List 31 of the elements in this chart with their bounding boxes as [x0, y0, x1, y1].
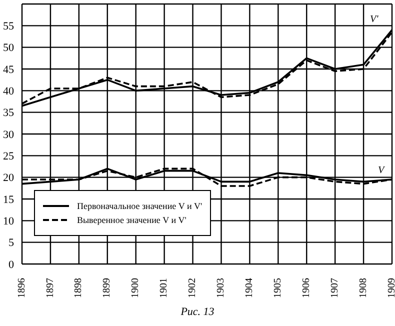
- y-tick-label: 0: [8, 258, 14, 271]
- y-tick-label: 30: [3, 128, 14, 141]
- x-tick-label: 1896: [16, 278, 28, 298]
- x-tick-label: 1909: [386, 278, 395, 298]
- x-tick-label: 1905: [272, 278, 284, 298]
- x-tick-label: 1898: [73, 278, 84, 298]
- y-tick-label: 20: [3, 172, 14, 184]
- y-tick-label: 50: [3, 42, 14, 54]
- y-tick-label: 40: [3, 86, 14, 98]
- y-tick-label: 10: [3, 216, 14, 228]
- x-tick-label: 1907: [329, 278, 340, 298]
- x-tick-label: 1901: [158, 278, 170, 298]
- y-tick-label: 35: [3, 107, 14, 120]
- x-tick-label: 1903: [216, 278, 227, 298]
- x-tick-label: 1897: [44, 278, 56, 298]
- y-tick-label: 45: [3, 64, 14, 76]
- legend-label: Первоначальное значение V и V': [77, 201, 202, 211]
- y-tick-label: 5: [8, 237, 14, 250]
- x-tick-label: 1899: [102, 278, 113, 298]
- annotation: V: [378, 165, 384, 176]
- x-tick-label: 1904: [244, 278, 255, 298]
- annotation: V': [370, 14, 378, 25]
- x-tick-label: 1908: [358, 278, 369, 298]
- legend-label: Выверенное значение V и V': [77, 215, 186, 225]
- x-tick-label: 1900: [130, 278, 142, 298]
- y-tick-label: 15: [3, 194, 14, 206]
- x-tick-label: 1906: [300, 278, 312, 298]
- y-tick-label: 55: [3, 20, 14, 33]
- y-tick-label: 25: [3, 150, 14, 163]
- x-tick-label: 1902: [187, 278, 198, 298]
- text: Рис. 13: [180, 306, 216, 318]
